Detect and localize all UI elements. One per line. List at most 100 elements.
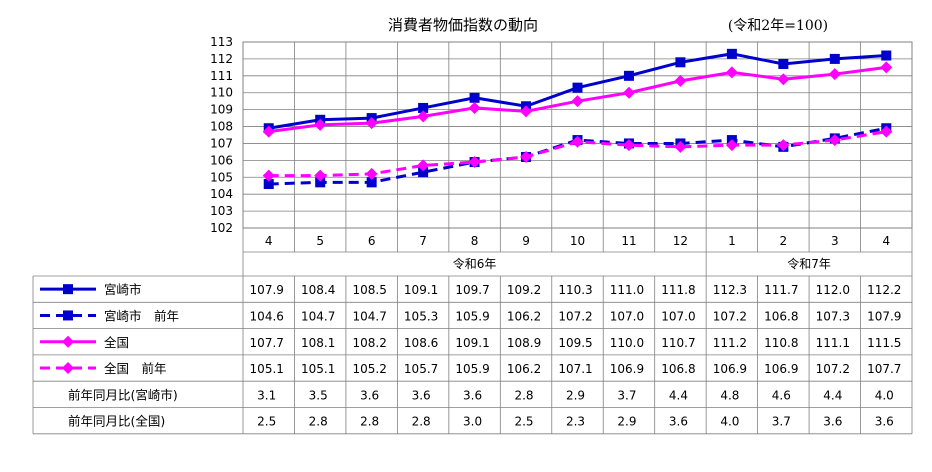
legend-marker bbox=[62, 362, 74, 375]
x-tick-label: 10 bbox=[570, 234, 585, 248]
x-tick-label: 5 bbox=[316, 234, 324, 248]
table-cell: 2.9 bbox=[617, 415, 636, 429]
data-point bbox=[418, 167, 429, 178]
data-point bbox=[314, 118, 327, 131]
y-tick-label: 111 bbox=[210, 69, 233, 83]
table-row-label: 全国 前年 bbox=[104, 361, 167, 376]
data-point bbox=[622, 86, 635, 99]
table-cell: 2.5 bbox=[514, 415, 533, 429]
x-tick-label: 12 bbox=[673, 234, 688, 248]
table-cell: 104.6 bbox=[250, 309, 284, 323]
data-point bbox=[571, 135, 584, 148]
data-point bbox=[469, 92, 480, 103]
table-cell: 111.7 bbox=[764, 283, 798, 297]
table-cell: 111.1 bbox=[816, 336, 850, 350]
data-point bbox=[778, 58, 789, 69]
table-cell: 107.7 bbox=[250, 336, 284, 350]
data-point bbox=[314, 169, 327, 182]
data-point bbox=[880, 125, 893, 138]
data-point bbox=[468, 156, 481, 169]
table-cell: 109.2 bbox=[507, 283, 541, 297]
table-cell: 112.0 bbox=[816, 283, 850, 297]
table-cell: 106.2 bbox=[507, 309, 541, 323]
table-cell: 2.5 bbox=[257, 415, 276, 429]
table-cell: 107.2 bbox=[713, 309, 747, 323]
table-cell: 3.6 bbox=[669, 415, 688, 429]
year-group-label: 令和7年 bbox=[787, 256, 831, 271]
table-cell: 4.8 bbox=[720, 388, 739, 402]
data-point bbox=[726, 48, 737, 59]
y-tick-label: 110 bbox=[210, 86, 233, 100]
table-cell: 111.2 bbox=[713, 336, 747, 350]
table-cell: 110.3 bbox=[558, 283, 592, 297]
plot-area bbox=[242, 41, 913, 229]
data-point bbox=[263, 179, 274, 190]
table-cell: 105.1 bbox=[301, 362, 335, 376]
data-point bbox=[777, 139, 790, 152]
data-point bbox=[365, 117, 378, 130]
table-cell: 108.1 bbox=[301, 336, 335, 350]
table-cell: 108.9 bbox=[507, 336, 541, 350]
table-cell: 2.8 bbox=[360, 415, 379, 429]
data-point bbox=[880, 61, 893, 74]
table-cell: 106.9 bbox=[713, 362, 747, 376]
table-cell: 111.8 bbox=[661, 283, 695, 297]
table-cell: 4.6 bbox=[772, 388, 791, 402]
data-point bbox=[417, 110, 430, 123]
data-point bbox=[675, 57, 686, 68]
data-point bbox=[828, 68, 841, 81]
data-point bbox=[315, 177, 326, 188]
table-cell: 105.7 bbox=[404, 362, 438, 376]
table-row-label: 全国 bbox=[104, 335, 129, 350]
x-tick-label: 4 bbox=[882, 234, 890, 248]
legend-marker bbox=[63, 284, 73, 295]
table-cell: 108.5 bbox=[352, 283, 386, 297]
data-point bbox=[725, 66, 738, 79]
table-cell: 107.2 bbox=[558, 309, 592, 323]
table-cell: 108.2 bbox=[352, 336, 386, 350]
chart-subtitle: (令和2年=100) bbox=[728, 18, 828, 34]
data-point bbox=[881, 50, 892, 61]
table-cell: 106.8 bbox=[661, 362, 695, 376]
data-point bbox=[571, 95, 584, 108]
x-tick-label: 8 bbox=[471, 234, 479, 248]
table-cell: 107.9 bbox=[867, 309, 901, 323]
table-cell: 112.2 bbox=[867, 283, 901, 297]
x-tick-label: 1 bbox=[728, 234, 736, 248]
data-point bbox=[520, 105, 533, 118]
table-cell: 3.6 bbox=[875, 415, 894, 429]
table-cell: 107.2 bbox=[816, 362, 850, 376]
data-point bbox=[777, 73, 790, 86]
x-tick-label: 3 bbox=[831, 234, 839, 248]
table-cell: 105.1 bbox=[250, 362, 284, 376]
year-group-label: 令和6年 bbox=[453, 256, 497, 271]
table-cell: 107.3 bbox=[816, 309, 850, 323]
data-point bbox=[418, 102, 429, 113]
table-cell: 4.0 bbox=[875, 388, 894, 402]
y-tick-label: 113 bbox=[210, 35, 233, 49]
table-cell: 105.2 bbox=[352, 362, 386, 376]
x-tick-label: 7 bbox=[419, 234, 427, 248]
data-point bbox=[262, 169, 275, 182]
table-cell: 110.7 bbox=[661, 336, 695, 350]
data-point bbox=[674, 140, 687, 153]
data-point bbox=[468, 101, 481, 114]
y-tick-label: 103 bbox=[210, 204, 233, 218]
data-point bbox=[829, 53, 840, 64]
table-cell: 2.9 bbox=[566, 388, 585, 402]
table-cell: 3.6 bbox=[823, 415, 842, 429]
table-cell: 109.7 bbox=[455, 283, 489, 297]
table-cell: 2.8 bbox=[309, 415, 328, 429]
y-tick-label: 105 bbox=[210, 170, 233, 184]
table-row-label: 宮崎市 前年 bbox=[104, 308, 179, 323]
table-cell: 4.4 bbox=[669, 388, 688, 402]
chart-title: 消費者物価指数の動向 bbox=[388, 16, 538, 34]
table-cell: 4.4 bbox=[823, 388, 842, 402]
y-tick-label: 104 bbox=[210, 187, 233, 201]
data-point bbox=[828, 134, 841, 147]
table-cell: 3.7 bbox=[617, 388, 636, 402]
table-cell: 107.9 bbox=[250, 283, 284, 297]
legend-marker bbox=[63, 310, 73, 321]
y-tick-label: 106 bbox=[210, 153, 233, 167]
